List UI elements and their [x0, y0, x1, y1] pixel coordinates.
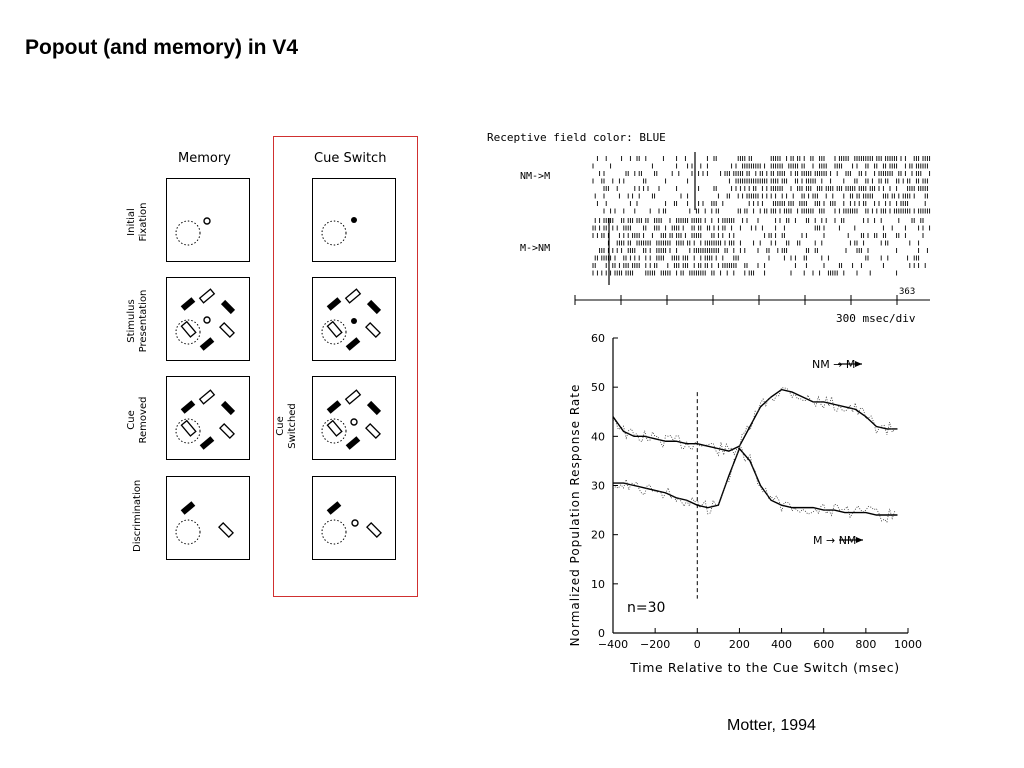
memory-discrimination-stimuli: [175, 501, 234, 545]
y-tick-label: 30: [591, 480, 605, 493]
slide-title: Popout (and memory) in V4: [25, 36, 299, 59]
row-label-cue-removed: Cue Removed: [126, 396, 149, 444]
legend-label-nm-to-m: NM → M: [812, 358, 855, 371]
memory-cue-removed-stimuli: [175, 389, 236, 450]
raster-title: Receptive field color: BLUE: [487, 131, 666, 144]
citation: Motter, 1994: [727, 717, 816, 734]
memory-fixation-stimuli: [175, 217, 211, 246]
y-axis-label: Normalized Population Response Rate: [568, 384, 582, 647]
legend-m-to-nm: M → NM: [813, 534, 856, 547]
cue-switch-fixation-stimuli: [321, 217, 357, 246]
raster-scale-label: 300 msec/div: [836, 312, 916, 325]
memory-panel-cue-removed: [166, 376, 250, 460]
cue-switch-panel-cue-switched: [312, 376, 396, 460]
y-tick-label: 20: [591, 529, 605, 542]
cue-switch-discrimination-stimuli: [321, 501, 382, 545]
memory-column-header: Memory: [178, 151, 231, 166]
series-line-nm-to-m: [612, 388, 898, 452]
memory-panel-initial-fixation: [166, 178, 250, 262]
legend-nm-to-m: NM → M: [812, 358, 855, 371]
cue-switch-panel-stimulus-presentation: [312, 277, 396, 361]
spike-raster: [574, 152, 931, 305]
x-tick-label: 1000: [894, 638, 922, 651]
raster-condition-m-to-nm: M->NM: [520, 243, 551, 254]
y-tick-label: 0: [598, 627, 605, 640]
series-raw-m-to-nm: [612, 443, 896, 523]
series-raw-nm-to-m: [612, 387, 896, 457]
cue-switch-panel-discrimination: [312, 476, 396, 560]
memory-presentation-stimuli: [175, 288, 236, 351]
legend-arrowhead-icon: [855, 361, 862, 367]
chart-annotation-n: n=30: [627, 600, 665, 616]
cue-switch-presentation-stimuli: [321, 288, 382, 351]
y-axis-ticks: 0 10 20 30 40 50 60: [591, 332, 618, 640]
chart-series: [612, 387, 898, 523]
x-tick-label: −400: [598, 638, 628, 651]
cue-switch-column-header: Cue Switch: [314, 151, 387, 166]
x-axis-ticks: −400 −200 0 200 400 600 800 1000: [598, 628, 922, 651]
memory-panel-stimulus-presentation: [166, 277, 250, 361]
raster-condition-nm-to-m: NM->M: [520, 171, 551, 182]
x-tick-label: 0: [694, 638, 701, 651]
x-tick-label: 200: [729, 638, 750, 651]
row-label-stimulus-presentation: Stimulus Presentation: [126, 289, 149, 353]
y-tick-label: 60: [591, 332, 605, 345]
row-label-discrimination: Discrimination: [132, 479, 143, 552]
y-tick-label: 10: [591, 578, 605, 591]
legend-label-m-to-nm: M → NM: [813, 534, 856, 547]
legend-arrowhead-icon: [856, 537, 863, 543]
row-label-cue-switched: Cue Switched: [275, 403, 298, 449]
cue-switch-switched-stimuli: [321, 389, 382, 450]
x-tick-label: 600: [813, 638, 834, 651]
x-axis-label: Time Relative to the Cue Switch (msec): [629, 660, 899, 675]
memory-panel-discrimination: [166, 476, 250, 560]
y-tick-label: 40: [591, 430, 605, 443]
row-label-initial-fixation: Initial Fixation: [126, 202, 149, 242]
raster-cell-id: 363: [899, 287, 916, 297]
x-tick-label: 400: [771, 638, 792, 651]
x-tick-label: 800: [855, 638, 876, 651]
y-tick-label: 50: [591, 381, 605, 394]
cue-switch-panel-initial-fixation: [312, 178, 396, 262]
series-line-m-to-nm: [613, 447, 898, 516]
cue-switch-frame: [273, 136, 418, 597]
x-tick-label: −200: [640, 638, 670, 651]
